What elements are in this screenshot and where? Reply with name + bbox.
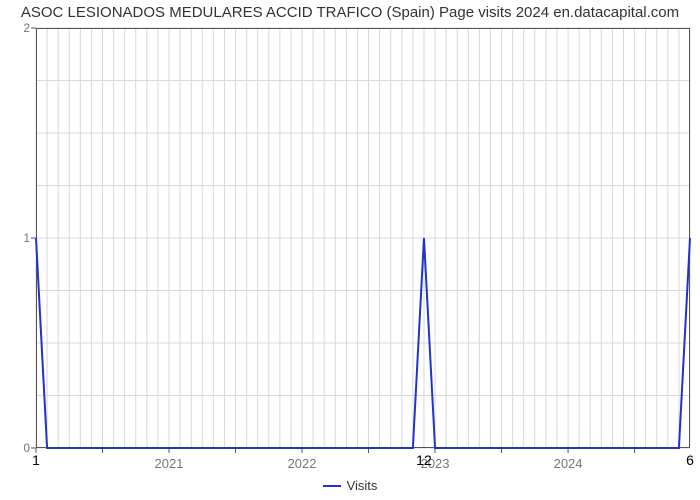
y-tick-label: 1	[6, 231, 30, 245]
value-label: 1	[32, 452, 40, 468]
legend: Visits	[0, 478, 700, 493]
x-year-label: 2022	[288, 456, 317, 471]
chart-title: ASOC LESIONADOS MEDULARES ACCID TRAFICO …	[0, 4, 700, 21]
y-tick-label: 0	[6, 441, 30, 455]
line-chart-svg	[36, 28, 690, 448]
chart-root: ASOC LESIONADOS MEDULARES ACCID TRAFICO …	[0, 0, 700, 500]
value-label: 12	[416, 452, 432, 468]
x-year-label: 2024	[554, 456, 583, 471]
legend-swatch	[323, 485, 341, 487]
legend-label: Visits	[347, 478, 378, 493]
y-tick-label: 2	[6, 21, 30, 35]
value-label: 6	[686, 452, 694, 468]
x-year-label: 2021	[155, 456, 184, 471]
plot-area	[36, 28, 690, 448]
